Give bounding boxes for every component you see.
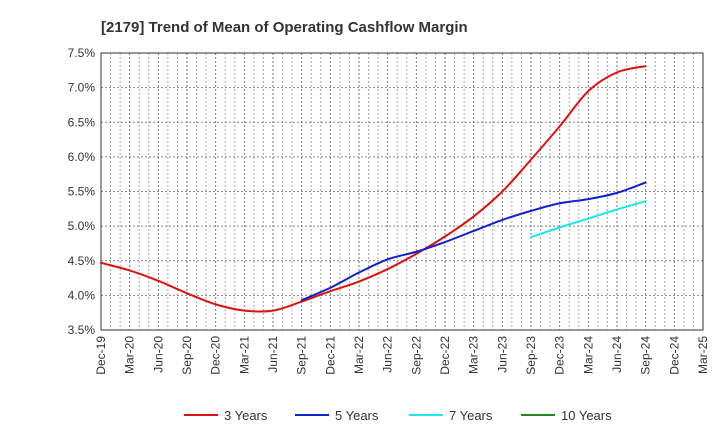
y-tick-label: 3.5% — [68, 323, 96, 337]
x-tick-label: Dec-23 — [553, 336, 567, 375]
x-tick-label: Dec-19 — [94, 336, 108, 375]
x-tick-label: Sep-20 — [180, 336, 194, 375]
y-tick-label: 7.0% — [68, 81, 96, 95]
x-tick-label: Mar-24 — [581, 336, 595, 374]
plot-border — [100, 52, 704, 331]
legend-label-5-years: 5 Years — [335, 408, 379, 423]
x-tick-label: Jun-24 — [610, 336, 624, 373]
x-tick-label: Mar-20 — [123, 336, 137, 374]
x-tick-label: Dec-21 — [323, 336, 337, 375]
x-tick-label: Sep-24 — [639, 336, 653, 375]
y-tick-label: 5.0% — [68, 219, 96, 233]
x-tick-label: Jun-23 — [495, 336, 509, 373]
series-lines — [100, 65, 647, 313]
x-tick-label: Dec-24 — [667, 336, 681, 375]
legend-label-7-years: 7 Years — [449, 408, 493, 423]
axes: 3.5% 4.0% 4.5% 5.0% 5.5% 6.0% 6.5% 7.0% 7.5% Dec-… — [68, 46, 710, 375]
y-tick-label: 6.0% — [68, 150, 96, 164]
x-tick-label: Mar-22 — [352, 336, 366, 374]
series-line-3-years — [100, 65, 647, 313]
y-tick-label: 4.5% — [68, 254, 96, 268]
chart-title: [2179] Trend of Mean of Operating Cashfl… — [101, 19, 468, 36]
y-tick-label: 6.5% — [68, 115, 96, 129]
series-line-5-years — [300, 181, 647, 302]
x-tick-label: Mar-25 — [696, 336, 710, 374]
x-tick-label: Sep-21 — [295, 336, 309, 375]
legend-label-3-years: 3 Years — [224, 408, 268, 423]
y-tick-label: 7.5% — [68, 46, 96, 60]
y-tick-label: 4.0% — [68, 288, 96, 302]
series-line-7-years — [530, 200, 647, 239]
x-tick-label: Dec-22 — [438, 336, 452, 375]
x-tick-label: Jun-20 — [151, 336, 165, 373]
x-tick-label: Sep-22 — [409, 336, 423, 375]
x-tick-label: Mar-23 — [467, 336, 481, 374]
x-tick-label: Jun-21 — [266, 336, 280, 373]
legend: 3 Years 5 Years 7 Years 10 Years — [184, 408, 612, 423]
y-tick-label: 5.5% — [68, 185, 96, 199]
x-tick-label: Dec-20 — [209, 336, 223, 375]
x-tick-label: Jun-22 — [381, 336, 395, 373]
x-tick-label: Mar-21 — [237, 336, 251, 374]
legend-label-10-years: 10 Years — [561, 408, 612, 423]
x-tick-label: Sep-23 — [524, 336, 538, 375]
grid — [101, 53, 703, 330]
